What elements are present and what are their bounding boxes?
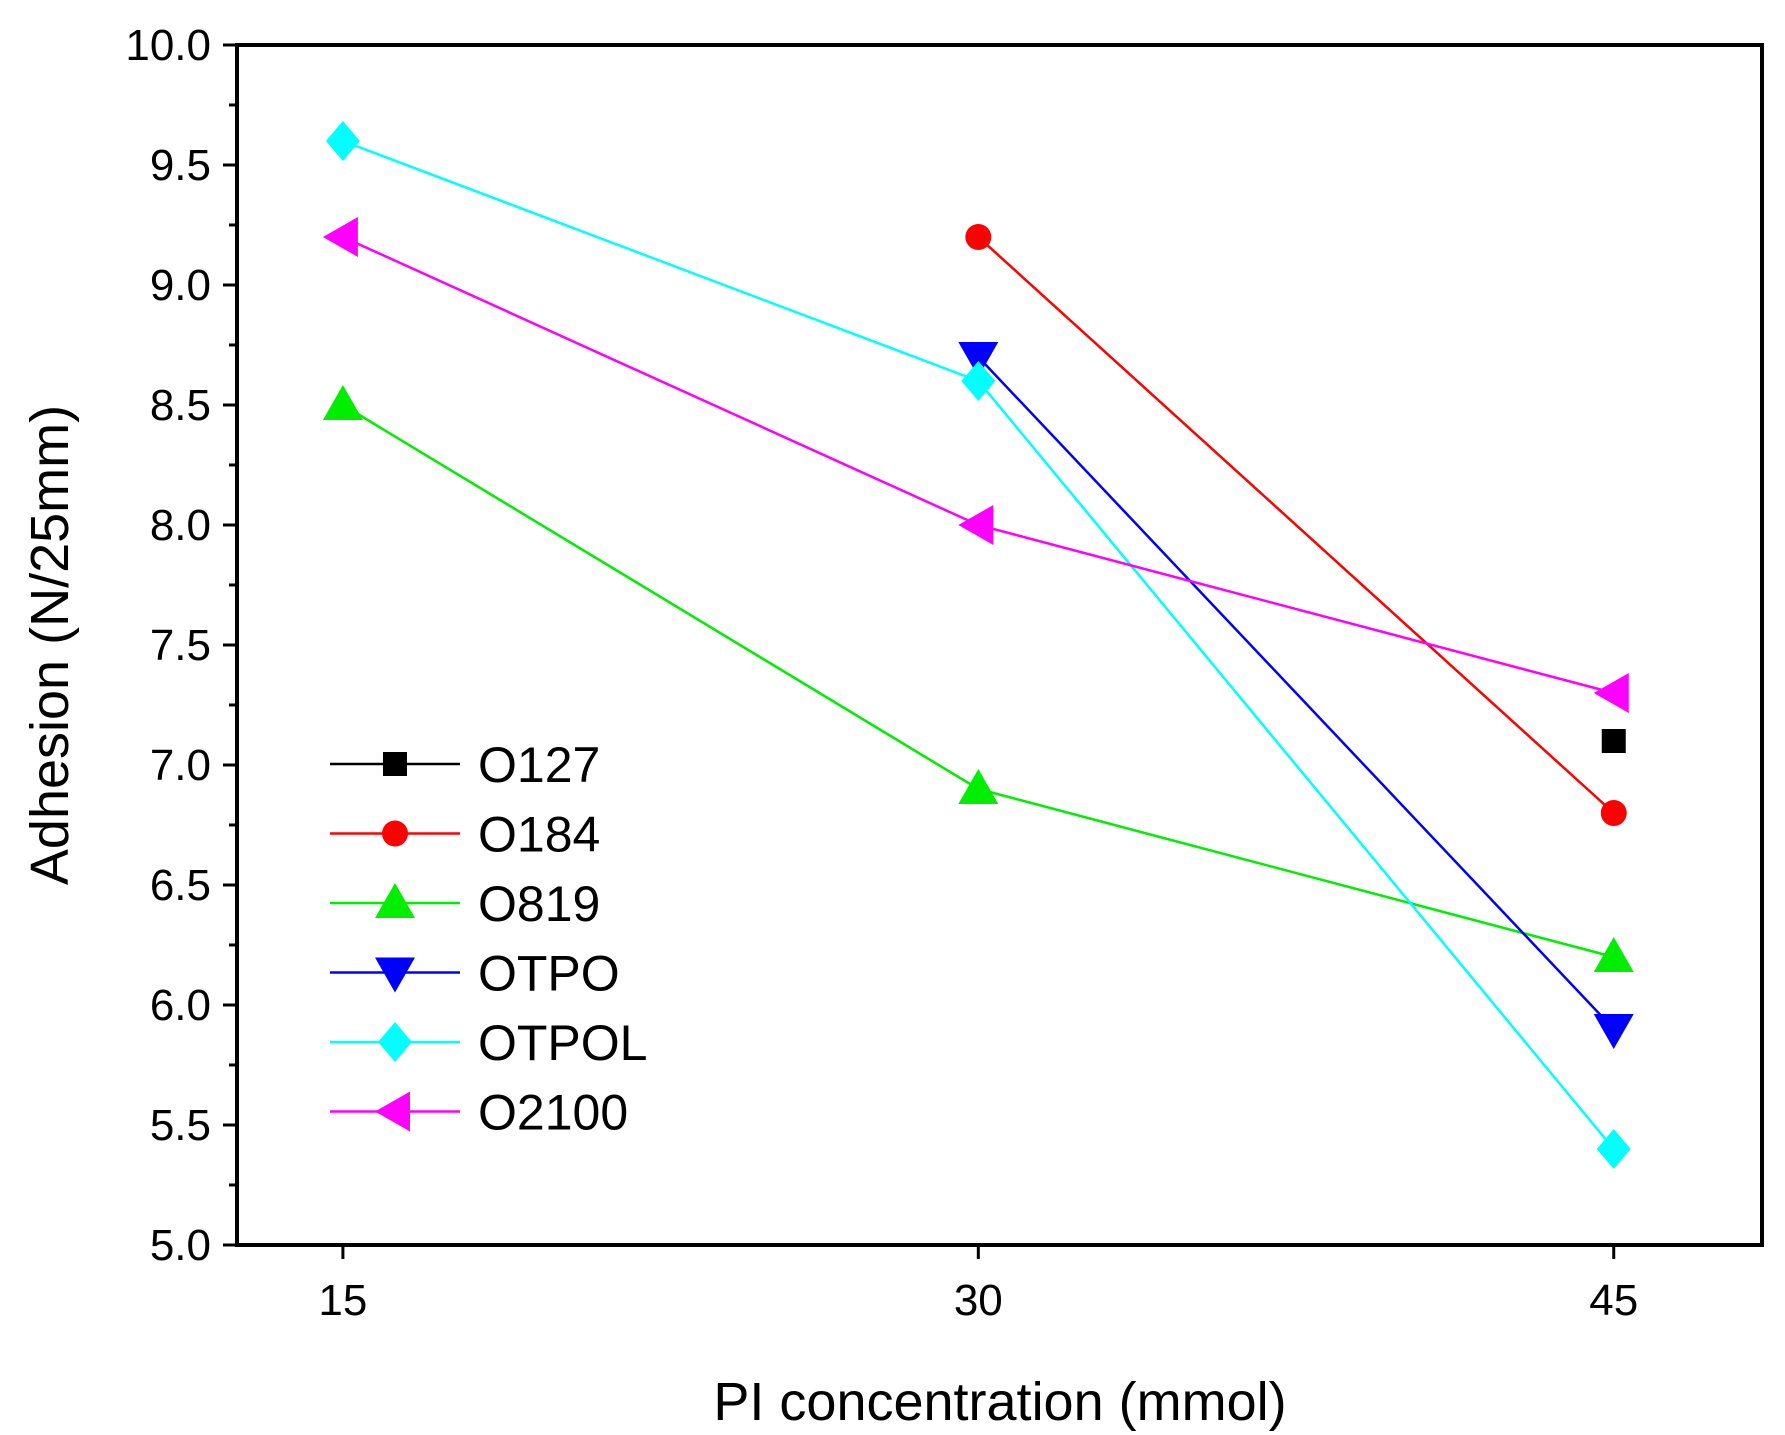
y-tick-label: 5.5 <box>150 1101 211 1150</box>
plot-area-frame <box>235 43 1764 1247</box>
data-point <box>1593 1014 1634 1049</box>
x-tick-label: 45 <box>1589 1276 1638 1325</box>
series-line <box>977 236 1615 814</box>
data-point <box>1601 729 1626 753</box>
legend-marker <box>382 820 408 847</box>
legend: O127 O184 O819 OTPO OTPOL O2100 <box>330 737 647 1141</box>
data-point <box>958 769 999 804</box>
legend-item-o819: O819 <box>330 876 600 932</box>
y-tick-label: 8.5 <box>150 381 211 430</box>
series-line <box>342 235 1615 695</box>
series-o184 <box>965 224 1627 826</box>
legend-label: OTPOL <box>478 1015 647 1071</box>
legend-label: O184 <box>478 807 600 863</box>
x-axis: 15 30 45 <box>318 1245 1638 1325</box>
data-point <box>961 361 996 401</box>
series-layer <box>322 121 1634 1169</box>
x-axis-title: PI concentration (mmol) <box>713 1372 1286 1432</box>
legend-marker <box>383 752 407 776</box>
legend-label: OTPO <box>478 946 620 1002</box>
legend-marker <box>375 957 415 993</box>
data-point <box>322 385 363 420</box>
data-point <box>1593 937 1634 972</box>
data-point <box>322 217 358 257</box>
data-point <box>1596 1129 1631 1169</box>
series-line <box>977 356 1615 1030</box>
x-tick-label: 15 <box>318 1276 367 1325</box>
x-tick-label: 30 <box>954 1276 1003 1325</box>
y-tick-label: 9.5 <box>150 141 211 190</box>
legend-label: O2100 <box>478 1085 628 1141</box>
data-point <box>325 121 360 161</box>
y-tick-label: 8.0 <box>150 501 211 550</box>
y-tick-label: 10.0 <box>125 21 211 70</box>
series-otpo <box>958 342 1634 1049</box>
y-axis: 5.0 5.5 6.0 6.5 7.0 7.5 8.0 8.5 9.0 9.5 10.0 <box>125 21 237 1270</box>
legend-item-otpo: OTPO <box>330 946 620 1002</box>
data-point <box>1600 800 1627 826</box>
legend-item-o2100: O2100 <box>330 1085 628 1141</box>
series-o2100 <box>322 217 1629 713</box>
y-tick-label: 7.5 <box>150 621 211 670</box>
y-tick-label: 9.0 <box>150 261 211 310</box>
legend-marker <box>378 1022 412 1062</box>
data-point <box>965 224 992 250</box>
legend-item-o127: O127 <box>330 737 600 793</box>
data-point <box>958 342 999 377</box>
y-axis-title: Adhesion (N/25mm) <box>20 405 80 885</box>
legend-item-o184: O184 <box>330 807 600 863</box>
series-otpol <box>325 121 1631 1169</box>
legend-marker <box>375 1091 410 1132</box>
legend-marker <box>375 883 415 918</box>
y-tick-label: 6.0 <box>150 981 211 1030</box>
y-tick-label: 5.0 <box>150 1221 211 1270</box>
legend-label: O127 <box>478 737 600 793</box>
y-tick-label: 6.5 <box>150 861 211 910</box>
series-line <box>342 403 1615 959</box>
legend-label: O819 <box>478 876 600 932</box>
series-o819 <box>322 385 1634 972</box>
series-o127 <box>1601 729 1626 753</box>
legend-item-otpol: OTPOL <box>330 1015 647 1071</box>
y-tick-label: 7.0 <box>150 741 211 790</box>
data-point <box>958 505 994 545</box>
data-point <box>1593 673 1629 713</box>
